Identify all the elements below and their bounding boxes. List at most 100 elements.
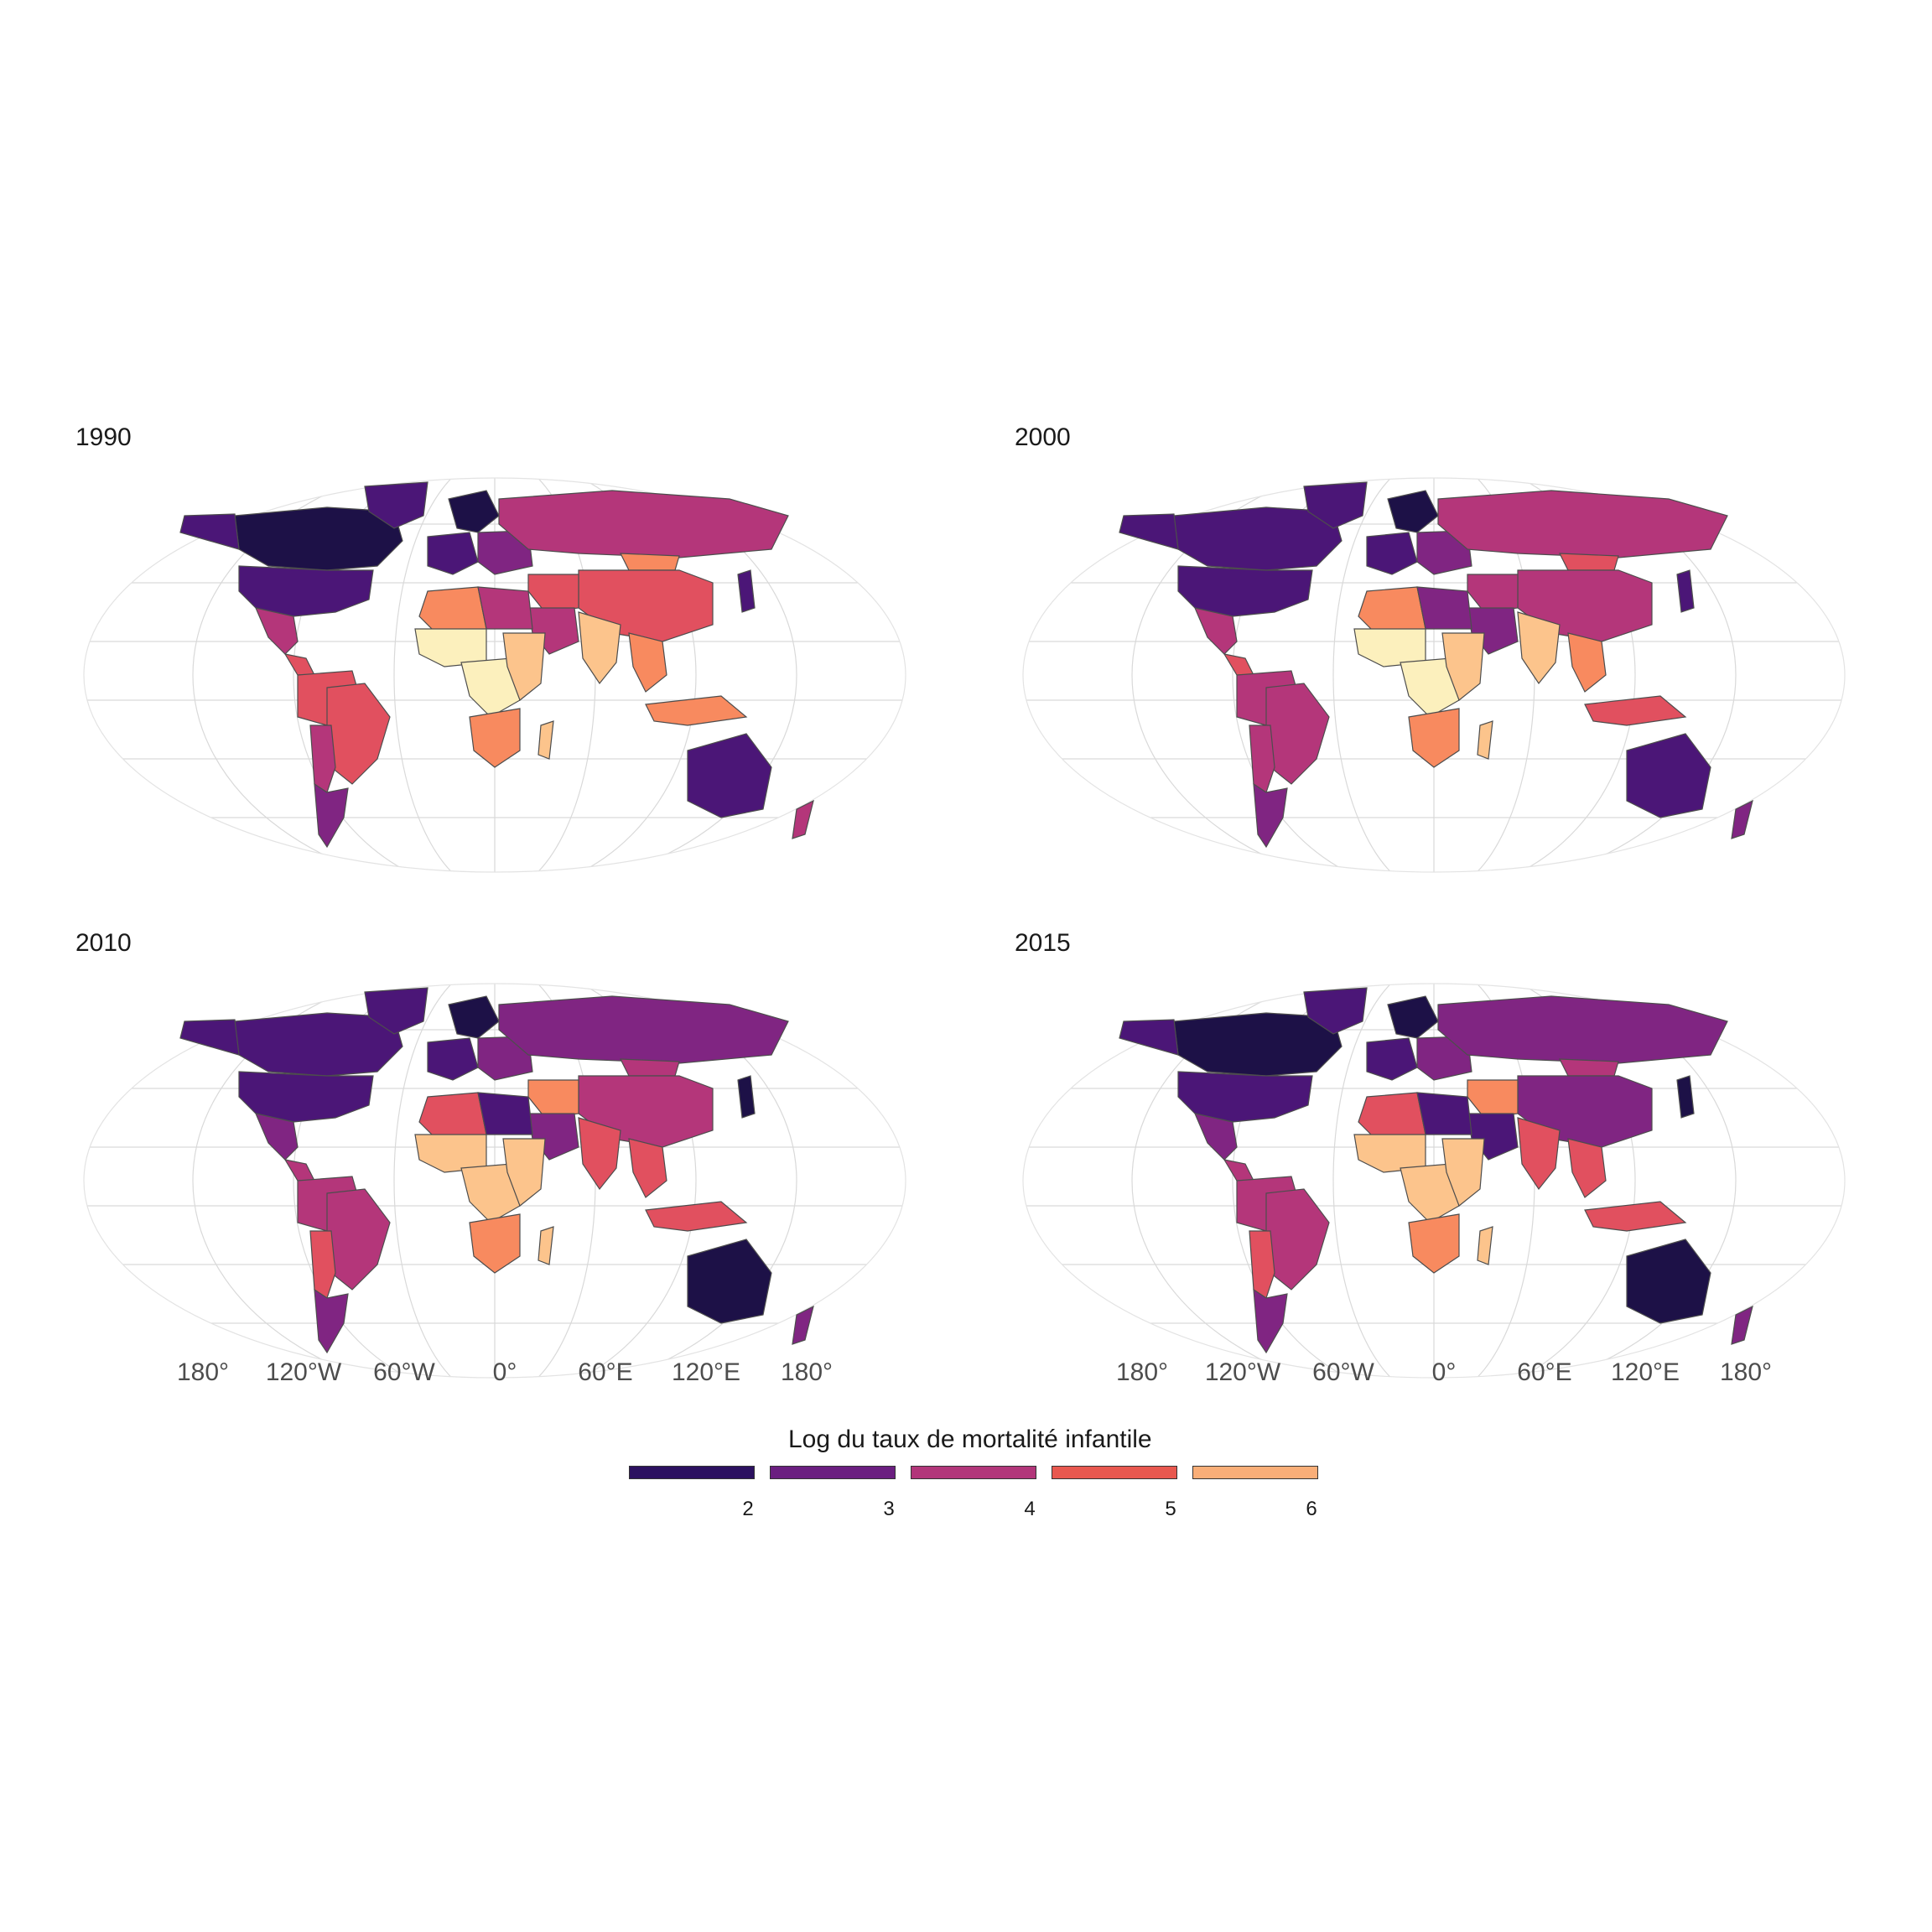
region-mexico <box>1193 1113 1238 1161</box>
region-europe_w <box>427 532 479 575</box>
x-tick-label: 60°W <box>1312 1358 1374 1386</box>
legend-tick: 6 <box>1306 1498 1317 1520</box>
region-greenland <box>364 987 428 1035</box>
region-southafrica <box>1408 708 1460 768</box>
region-centralam <box>1223 1159 1254 1182</box>
region-eastafrica <box>502 1138 546 1207</box>
x-tick-label: 120°E <box>1610 1358 1680 1386</box>
legend-tick: 4 <box>1024 1498 1036 1520</box>
region-eastafrica <box>1441 632 1485 701</box>
region-patagonia <box>314 782 349 849</box>
region-seasia <box>1567 1138 1607 1198</box>
region-canada <box>1173 506 1343 571</box>
region-indonesia <box>645 695 748 726</box>
region-mexico <box>1193 607 1238 655</box>
region-centralam <box>283 653 315 676</box>
map-panel-2000: 2000 <box>1015 423 1932 893</box>
region-europe_n <box>1387 995 1439 1039</box>
panel-title: 2015 <box>1015 929 1071 957</box>
region-brazil <box>1265 683 1330 785</box>
region-southafrica <box>469 708 521 768</box>
region-europe_w <box>427 1037 479 1081</box>
region-canada <box>234 1012 403 1077</box>
region-madagascar <box>538 720 554 760</box>
region-russia <box>1437 995 1728 1064</box>
region-madagascar <box>538 1226 554 1265</box>
legend: Log du taux de mortalité infantile 2 3 4… <box>621 1426 1342 1526</box>
region-newzealand <box>1731 1305 1753 1345</box>
region-brazil <box>1265 1188 1330 1291</box>
region-northafrica_w <box>418 1092 487 1140</box>
region-canada <box>234 506 403 571</box>
region-mongolia <box>1559 1058 1619 1077</box>
region-middleeast <box>527 1079 579 1119</box>
region-patagonia <box>1253 1288 1288 1354</box>
legend-swatch <box>770 1466 896 1479</box>
x-tick-label: 60°E <box>578 1358 633 1386</box>
globe-outline <box>83 983 906 1379</box>
region-usa <box>1177 1071 1313 1123</box>
x-tick-label: 60°W <box>373 1358 435 1386</box>
region-mexico <box>254 1113 299 1161</box>
region-northafrica_e <box>1416 586 1472 630</box>
region-australia <box>687 1239 772 1324</box>
region-russia <box>498 995 789 1064</box>
region-russia <box>1437 490 1728 558</box>
legend-tick: 2 <box>742 1498 754 1520</box>
region-newzealand <box>792 799 814 839</box>
region-centralafrica <box>1400 657 1460 718</box>
legend-tick: 5 <box>1165 1498 1176 1520</box>
panel-title: 1990 <box>75 423 132 451</box>
x-tick-label: 120°W <box>1204 1358 1281 1386</box>
region-indonesia <box>1584 695 1687 726</box>
region-northafrica_e <box>477 586 533 630</box>
region-europe_n <box>1387 490 1439 533</box>
world-map <box>1022 477 1846 873</box>
region-india <box>578 1117 621 1191</box>
region-southafrica <box>469 1213 521 1274</box>
graticule <box>84 984 906 1378</box>
region-australia <box>687 733 772 818</box>
region-northafrica_w <box>1358 586 1426 634</box>
map-panel-2010: 2010 <box>75 929 1006 1399</box>
region-brazil <box>326 683 391 785</box>
panel-title: 2000 <box>1015 423 1071 451</box>
region-greenland <box>1303 987 1368 1035</box>
region-patagonia <box>314 1288 349 1354</box>
legend-title: Log du taux de mortalité infantile <box>788 1426 1152 1453</box>
region-middleeast <box>527 574 579 613</box>
region-brazil <box>326 1188 391 1291</box>
region-europe_n <box>448 490 500 533</box>
legend-swatch <box>1052 1466 1177 1479</box>
region-japan <box>1676 569 1695 613</box>
region-patagonia <box>1253 782 1288 849</box>
x-tick-label: 0° <box>1431 1358 1457 1386</box>
region-europe_n <box>448 995 500 1039</box>
region-mongolia <box>620 553 680 571</box>
region-greenland <box>364 481 428 529</box>
x-tick-label: 60°E <box>1517 1358 1572 1386</box>
region-southafrica <box>1408 1213 1460 1274</box>
legend-swatch <box>1192 1466 1318 1479</box>
region-indonesia <box>1584 1201 1687 1232</box>
globe-outline <box>1022 477 1846 873</box>
region-japan <box>737 569 756 613</box>
region-australia <box>1626 1239 1711 1324</box>
x-tick-label: 0° <box>492 1358 517 1386</box>
region-centralafrica <box>460 1163 521 1223</box>
region-usa <box>1177 565 1313 617</box>
globe-outline <box>83 477 906 873</box>
region-middleeast <box>1467 1079 1519 1119</box>
region-alaska <box>1119 513 1179 550</box>
region-northafrica_w <box>1358 1092 1426 1140</box>
legend-tick: 3 <box>883 1498 895 1520</box>
region-centralafrica <box>460 657 521 718</box>
region-seasia <box>628 632 667 693</box>
region-alaska <box>179 513 240 550</box>
region-alaska <box>179 1019 240 1056</box>
region-southam_s <box>309 1230 336 1299</box>
region-alaska <box>1119 1019 1179 1056</box>
region-madagascar <box>1477 1226 1493 1265</box>
region-india <box>1517 611 1561 685</box>
region-russia <box>498 490 789 558</box>
